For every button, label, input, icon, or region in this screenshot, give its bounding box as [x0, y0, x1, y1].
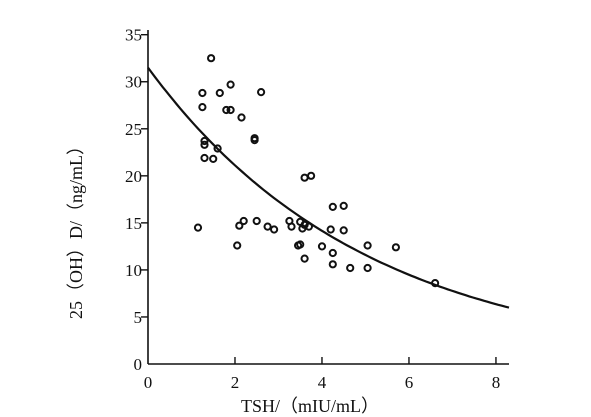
y-axis-ticks: 0 5 10 15 20 25 30 35	[125, 26, 148, 374]
x-axis-ticks: 0 2 4 6 8	[144, 357, 500, 392]
data-point	[304, 222, 313, 231]
data-point	[328, 260, 337, 269]
data-point	[198, 88, 207, 98]
x-axis-title: TSH/（mIU/mL）	[241, 396, 379, 416]
data-point	[328, 202, 337, 211]
data-point	[300, 254, 309, 263]
y-tick-label: 10	[125, 261, 142, 280]
data-point	[233, 241, 242, 250]
data-point	[252, 216, 261, 226]
data-point	[431, 279, 440, 288]
data-point	[226, 80, 235, 89]
data-point	[326, 225, 335, 234]
data-point	[287, 222, 296, 231]
data-point	[317, 242, 327, 251]
y-tick-label: 20	[125, 167, 142, 186]
x-tick-label: 4	[318, 373, 327, 392]
data-point	[237, 113, 246, 122]
data-point	[200, 153, 209, 163]
data-point	[391, 243, 400, 252]
data-point	[250, 136, 259, 145]
data-point	[209, 154, 218, 163]
data-point	[328, 248, 337, 258]
data-point	[363, 263, 372, 273]
y-tick-label: 0	[134, 355, 143, 374]
data-point	[296, 240, 305, 249]
data-point	[207, 54, 216, 63]
data-point	[213, 144, 222, 153]
data-point	[193, 223, 203, 232]
data-point	[263, 222, 272, 231]
data-point	[300, 173, 309, 182]
y-axis-title: 25（OH）D/（ng/mL）	[66, 137, 86, 319]
data-point	[346, 263, 355, 273]
data-point	[198, 103, 207, 112]
data-point	[270, 225, 279, 234]
y-tick-label: 30	[125, 73, 142, 92]
data-point	[339, 201, 348, 210]
data-point	[307, 171, 316, 180]
data-point	[226, 105, 235, 115]
data-point	[215, 88, 224, 98]
x-tick-label: 6	[405, 373, 414, 392]
data-point	[200, 136, 209, 146]
data-point	[363, 241, 372, 250]
x-tick-label: 8	[492, 373, 501, 392]
data-point	[257, 88, 266, 97]
data-point	[222, 105, 231, 115]
y-tick-label: 15	[125, 214, 142, 233]
y-tick-label: 25	[125, 120, 142, 139]
y-tick-label: 35	[125, 26, 142, 45]
data-point	[235, 221, 244, 230]
y-tick-label: 5	[134, 308, 143, 327]
x-tick-label: 0	[144, 373, 153, 392]
data-point	[200, 140, 209, 149]
data-point	[300, 220, 309, 229]
data-points	[193, 54, 440, 288]
x-tick-label: 2	[231, 373, 240, 392]
data-point	[239, 216, 248, 226]
data-point	[339, 226, 348, 235]
